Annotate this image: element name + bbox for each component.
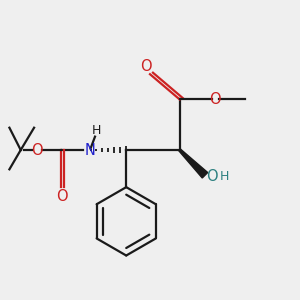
Text: O: O bbox=[31, 142, 43, 158]
Text: H: H bbox=[220, 170, 229, 183]
Text: N: N bbox=[85, 142, 96, 158]
Text: O: O bbox=[141, 59, 152, 74]
Text: O: O bbox=[56, 189, 68, 204]
Text: O: O bbox=[210, 92, 221, 107]
Text: O: O bbox=[207, 169, 218, 184]
Polygon shape bbox=[179, 149, 208, 178]
Text: H: H bbox=[92, 124, 101, 137]
